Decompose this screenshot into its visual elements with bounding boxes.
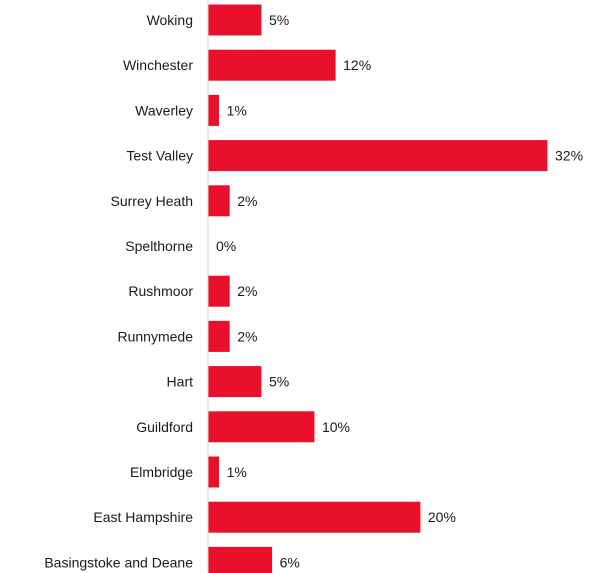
bar-3	[208, 140, 548, 172]
category-label: Surrey Heath	[111, 193, 193, 209]
value-label: 32%	[555, 148, 583, 164]
value-label: 2%	[237, 328, 257, 344]
value-label: 0%	[216, 238, 236, 254]
bar-9	[208, 411, 315, 443]
bar-6	[208, 275, 230, 307]
bar-12	[208, 546, 273, 573]
category-label: East Hampshire	[93, 509, 193, 525]
bar-8	[208, 366, 262, 398]
bars-group	[208, 4, 548, 573]
category-label: Spelthorne	[125, 238, 193, 254]
value-label: 6%	[280, 554, 300, 570]
value-label: 5%	[269, 374, 289, 390]
category-label: Basingstoke and Deane	[44, 554, 193, 570]
bar-10	[208, 456, 220, 488]
bar-2	[208, 94, 220, 126]
bar-1	[208, 49, 336, 81]
value-label: 2%	[237, 193, 257, 209]
category-label: Rushmoor	[128, 283, 193, 299]
category-labels: Woking Winchester Waverley Test Valley Surre…	[44, 12, 193, 570]
bar-11	[208, 501, 421, 533]
bar-7	[208, 320, 230, 352]
value-label: 1%	[227, 102, 247, 118]
value-labels: 5% 12% 1% 32% 2% 0% 2% 2% 5% 10% 1% 20% 6%	[216, 12, 583, 570]
category-label: Winchester	[123, 57, 193, 73]
value-label: 20%	[428, 509, 456, 525]
category-label: Elmbridge	[130, 464, 193, 480]
category-label: Test Valley	[126, 148, 193, 164]
category-label: Runnymede	[118, 328, 194, 344]
category-label: Hart	[167, 374, 194, 390]
value-label: 10%	[322, 419, 350, 435]
value-label: 12%	[343, 57, 371, 73]
value-label: 2%	[237, 283, 257, 299]
category-label: Guildford	[136, 419, 193, 435]
value-label: 5%	[269, 12, 289, 28]
category-label: Woking	[147, 12, 193, 28]
bar-0	[208, 4, 262, 36]
bar-4	[208, 185, 230, 217]
category-label: Waverley	[135, 102, 193, 118]
value-label: 1%	[227, 464, 247, 480]
